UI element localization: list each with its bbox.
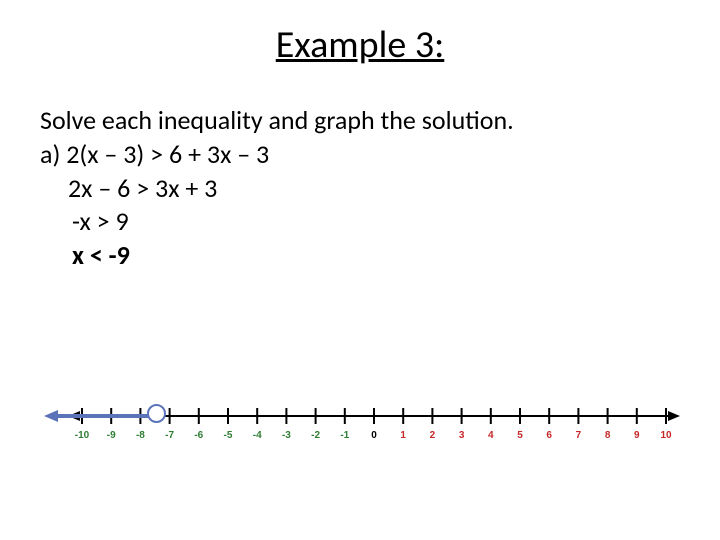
svg-text:1: 1 <box>400 430 406 441</box>
svg-text:7: 7 <box>576 430 582 441</box>
svg-text:3: 3 <box>459 430 465 441</box>
page-title: Example 3: <box>0 0 720 68</box>
problem-line-0: a) 2(x – 3) > 6 + 3x – 3 <box>40 138 680 172</box>
svg-text:9: 9 <box>634 430 640 441</box>
svg-text:10: 10 <box>660 430 672 441</box>
svg-text:-5: -5 <box>224 430 233 441</box>
instruction-text: Solve each inequality and graph the solu… <box>40 104 680 138</box>
svg-text:2: 2 <box>430 430 436 441</box>
svg-text:-4: -4 <box>253 430 262 441</box>
solution-line: x < -9 <box>40 239 680 273</box>
svg-text:6: 6 <box>546 430 552 441</box>
svg-text:4: 4 <box>488 430 494 441</box>
svg-text:5: 5 <box>517 430 523 441</box>
svg-text:-8: -8 <box>136 430 145 441</box>
svg-text:-6: -6 <box>194 430 203 441</box>
svg-text:8: 8 <box>605 430 611 441</box>
svg-text:-10: -10 <box>75 430 90 441</box>
open-circle-icon <box>147 404 166 423</box>
problem-body: Solve each inequality and graph the solu… <box>0 68 720 273</box>
svg-text:0: 0 <box>371 430 377 441</box>
svg-text:-1: -1 <box>340 430 349 441</box>
svg-text:-7: -7 <box>165 430 174 441</box>
svg-text:-3: -3 <box>282 430 291 441</box>
svg-text:-2: -2 <box>311 430 320 441</box>
svg-text:-9: -9 <box>107 430 116 441</box>
work-line-2: -x > 9 <box>40 205 680 239</box>
solution-arrow <box>44 410 156 422</box>
work-line-1: 2x – 6 > 3x + 3 <box>40 172 680 206</box>
